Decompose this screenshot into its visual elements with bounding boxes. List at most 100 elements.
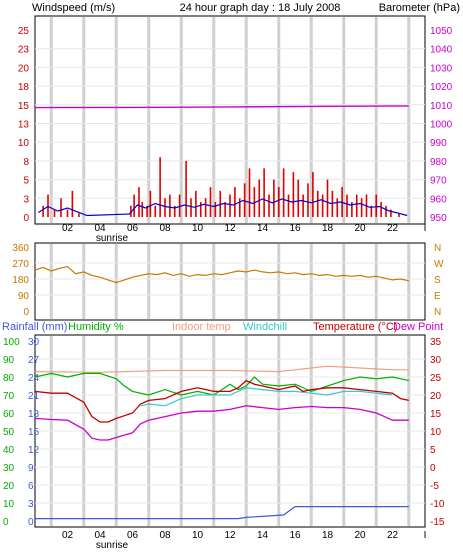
temperature-tick-label: 25 <box>430 373 442 384</box>
barometer-tick-label: 1020 <box>430 82 453 93</box>
x-tick-label: 06 <box>127 223 139 234</box>
x-tick-label: 06 <box>127 530 139 541</box>
temperature-tick-label: -5 <box>430 481 439 492</box>
barometer-tick-labels: 1050 1040 1030 1020 1010 1000 990 980 970 960 950 <box>430 26 453 224</box>
humidity-tick-label: 100 <box>3 337 20 348</box>
compass-tick-label: N <box>434 307 441 318</box>
temperature-tick-label: 10 <box>430 427 442 438</box>
panel-direction-grid <box>35 244 425 319</box>
temperature-tick-labels: 35 30 25 20 15 10 5 0 -5 -10 -15 <box>430 337 445 528</box>
indoor-temp-legend: Indoor temp <box>172 321 231 333</box>
windspeed-tick-label: 0 <box>23 213 29 224</box>
x-tick-label: 10 <box>192 223 204 234</box>
x-tick-label: 22 <box>387 223 399 234</box>
direction-tick-label: 0 <box>23 307 29 318</box>
x-tick-label: 14 <box>257 223 269 234</box>
compass-tick-label: W <box>434 259 444 270</box>
direction-degree-ticks: 360 270 180 90 0 <box>12 243 29 318</box>
windspeed-tick-labels: 25 23 20 18 15 13 10 8 5 3 0 <box>18 26 30 224</box>
panel-temp-grid <box>35 336 425 526</box>
temperature-tick-label: 35 <box>430 337 442 348</box>
barometer-tick-label: 1050 <box>430 26 453 37</box>
x-tick-label: 18 <box>322 530 334 541</box>
barometer-tick-label: 970 <box>430 176 447 187</box>
barometer-tick-label: 980 <box>430 157 447 168</box>
x-tick-label: 20 <box>354 530 366 541</box>
rainfall-tick-label: 30 <box>28 337 40 348</box>
humidity-tick-label: 0 <box>3 517 9 528</box>
rainfall-tick-label: 18 <box>28 409 40 420</box>
humidity-line <box>34 372 409 396</box>
windspeed-tick-label: 3 <box>23 194 29 205</box>
windspeed-tick-label: 25 <box>18 26 30 37</box>
panel-temp-x-ticks: 02 04 06 08 10 12 14 16 18 20 22 I <box>62 530 426 541</box>
x-tick-label: 16 <box>289 223 301 234</box>
temperature-tick-label: 15 <box>430 409 442 420</box>
barometer-tick-label: 1030 <box>430 63 453 74</box>
temperature-tick-label: 5 <box>430 445 436 456</box>
rainfall-tick-label: 24 <box>28 373 40 384</box>
humidity-tick-label: 30 <box>3 463 15 474</box>
humidity-tick-label: 10 <box>3 499 15 510</box>
humidity-tick-label: 50 <box>3 427 15 438</box>
temperature-tick-label: 20 <box>430 391 442 402</box>
panel-wind-x-ticks: 02 04 06 08 10 12 14 16 18 20 22 I <box>62 223 426 234</box>
panel-direction-frame <box>34 242 426 321</box>
windspeed-axis-label: Windspeed (m/s) <box>32 2 115 14</box>
humidity-tick-label: 40 <box>3 445 15 456</box>
humidity-legend: Humidity % <box>68 321 124 333</box>
dew-point-line <box>34 405 409 441</box>
x-tick-label: 16 <box>289 530 301 541</box>
panel-wind-grid <box>35 17 425 223</box>
x-tick-label: 02 <box>62 223 74 234</box>
barometer-tick-label: 1010 <box>430 101 453 112</box>
rainfall-line <box>35 506 409 520</box>
barometer-tick-label: 990 <box>430 138 447 149</box>
wind-average-line <box>37 198 408 217</box>
barometer-tick-label: 1000 <box>430 120 453 131</box>
direction-tick-label: 270 <box>12 259 29 270</box>
temperature-tick-label: 30 <box>430 355 442 366</box>
humidity-tick-label: 70 <box>3 391 15 402</box>
humidity-tick-label: 90 <box>3 355 15 366</box>
direction-tick-label: 180 <box>12 275 29 286</box>
x-tick-label: I <box>424 530 427 541</box>
dew-point-legend: Dew Point <box>393 321 443 333</box>
rainfall-legend: Rainfall (mm) <box>2 321 67 333</box>
windspeed-tick-label: 23 <box>18 45 30 56</box>
indoor-temp-line <box>34 365 409 373</box>
x-tick-label: 02 <box>62 530 74 541</box>
temperature-tick-label: 0 <box>430 463 436 474</box>
direction-tick-label: 90 <box>18 291 30 302</box>
sunrise-label-bottom: sunrise <box>96 540 129 551</box>
x-tick-label: 12 <box>224 530 236 541</box>
windchill-line <box>140 387 393 407</box>
compass-tick-label: N <box>434 243 441 254</box>
temperature-legend: Temperature (°C) <box>313 321 397 333</box>
panel-wind-data <box>34 105 409 217</box>
windspeed-tick-label: 8 <box>23 157 29 168</box>
rainfall-tick-label: 0 <box>28 517 34 528</box>
barometer-axis-label: Barometer (hPa) <box>379 2 460 14</box>
windchill-legend: Windchill <box>243 321 287 333</box>
x-tick-label: 20 <box>354 223 366 234</box>
temperature-line <box>34 379 409 423</box>
x-tick-label: I <box>424 223 427 234</box>
sunrise-label-top: sunrise <box>96 233 129 244</box>
panel-direction-data <box>34 265 409 284</box>
rainfall-tick-label: 27 <box>28 355 40 366</box>
chart-title: 24 hour graph day : 18 July 2008 <box>180 2 341 14</box>
rainfall-tick-label: 9 <box>28 463 34 474</box>
barometer-tick-label: 960 <box>430 194 447 205</box>
humidity-tick-label: 20 <box>3 481 15 492</box>
barometer-tick-label: 950 <box>430 213 447 224</box>
humidity-tick-label: 80 <box>3 373 15 384</box>
x-tick-label: 10 <box>192 530 204 541</box>
rainfall-tick-label: 3 <box>28 499 34 510</box>
humidity-tick-label: 60 <box>3 409 15 420</box>
direction-tick-label: 360 <box>12 243 29 254</box>
x-tick-label: 22 <box>387 530 399 541</box>
barometer-tick-label: 1040 <box>430 45 453 56</box>
